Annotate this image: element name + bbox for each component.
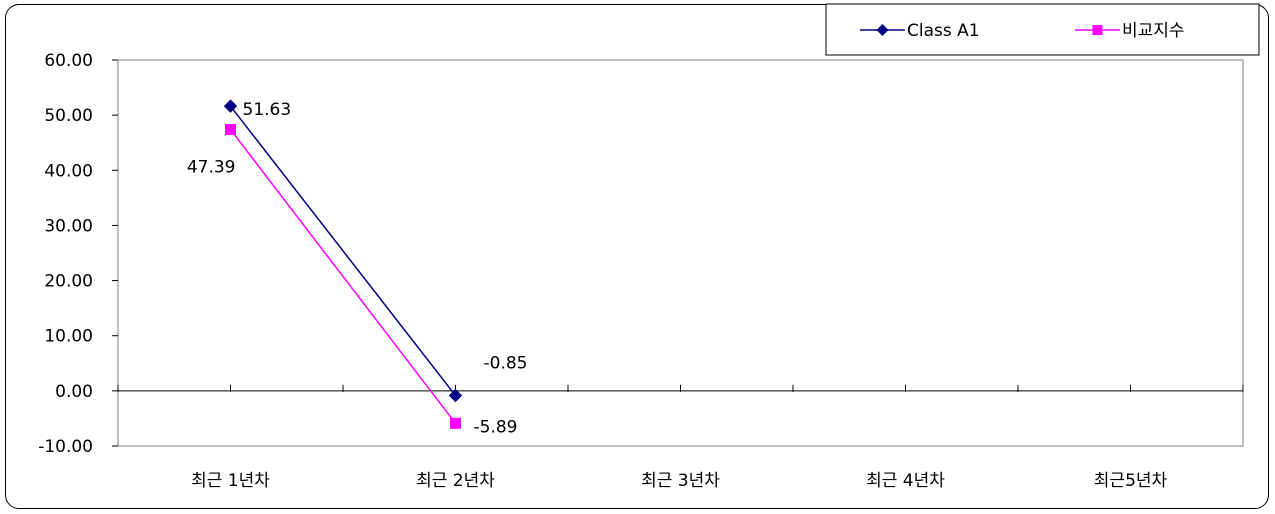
series-line [229, 105, 457, 397]
legend-marker-diamond [876, 24, 889, 36]
y-tick-label: 50.00 [44, 106, 93, 126]
y-tick-label: 40.00 [44, 161, 93, 181]
y-tick-label: 0.00 [55, 382, 93, 402]
y-tick-label: 60.00 [44, 51, 93, 71]
x-axis: 최근 1년차 최근 2년차 최근 3년차 최근 4년차 최근5년차 [117, 384, 1244, 491]
data-point-diamond [223, 99, 238, 113]
data-label: 47.39 [187, 158, 236, 178]
plot-area [117, 59, 1244, 447]
data-labels: 51.63 -0.85 47.39 -5.89 [187, 100, 528, 437]
x-tick-label: 최근5년차 [1094, 471, 1168, 491]
data-point-diamond [448, 388, 463, 403]
legend-marker-square [1092, 25, 1103, 35]
data-point-square [450, 417, 461, 429]
legend-items: Class A1 비교지수 [860, 21, 1185, 41]
y-tick-label: 30.00 [44, 216, 93, 236]
legend-label: Class A1 [907, 21, 980, 41]
data-point-square [225, 124, 236, 136]
x-tick-label: 최근 1년차 [191, 471, 270, 491]
y-tick-label: 20.00 [44, 272, 93, 292]
data-label: -5.89 [474, 417, 518, 437]
data-label: 51.63 [243, 100, 292, 120]
series-line [229, 129, 457, 424]
y-axis: 60.00 50.00 40.00 30.00 20.00 10.00 0.00 -10.00 [38, 51, 118, 457]
x-tick-label: 최근 4년차 [866, 471, 945, 491]
x-tick-label: 최근 2년차 [416, 471, 495, 491]
legend: Class A1 비교지수 [825, 3, 1260, 56]
y-tick-label: -10.00 [38, 437, 93, 457]
x-tick-label: 최근 3년차 [641, 471, 720, 491]
y-tick-label: 10.00 [44, 327, 93, 347]
legend-label: 비교지수 [1122, 21, 1185, 41]
series-layer [223, 99, 463, 429]
data-label: -0.85 [484, 354, 528, 374]
